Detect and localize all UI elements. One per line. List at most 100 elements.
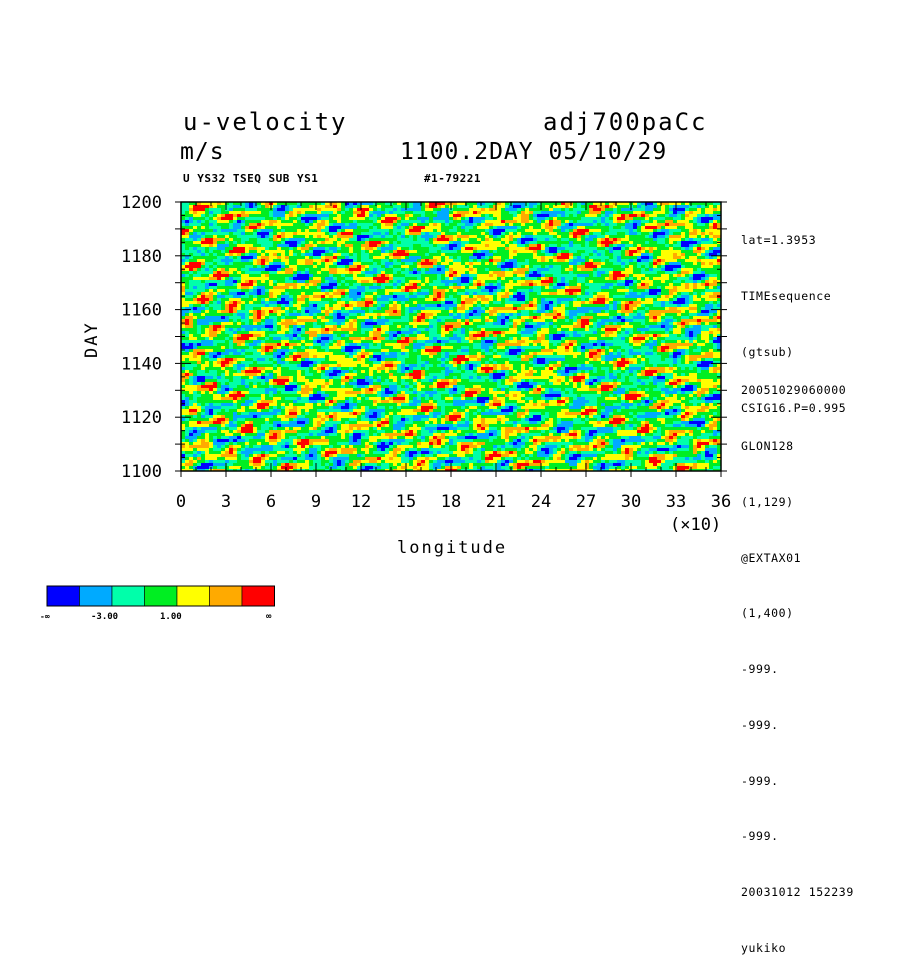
heatmap-cell (609, 301, 613, 304)
heatmap-cell (501, 268, 505, 271)
heatmap-cell (237, 262, 241, 265)
heatmap-cell (441, 298, 445, 301)
heatmap-cell (225, 304, 229, 307)
heatmap-cell (309, 235, 313, 238)
heatmap-cell (697, 220, 701, 223)
heatmap-cell (525, 295, 529, 298)
heatmap-cell (341, 274, 345, 277)
heatmap-cell (345, 202, 349, 205)
heatmap-cell (445, 253, 449, 256)
heatmap-cell (705, 223, 709, 226)
heatmap-cell (233, 280, 237, 283)
heatmap-cell (469, 301, 473, 304)
heatmap-cell (533, 286, 537, 289)
heatmap-cell (297, 265, 301, 268)
heatmap-cell (485, 304, 489, 307)
heatmap-cell (413, 295, 417, 298)
heatmap-cell (545, 298, 549, 301)
heatmap-cell (421, 226, 425, 229)
heatmap-cell (241, 277, 245, 280)
heatmap-cell (281, 247, 285, 250)
heatmap-cell (329, 265, 333, 268)
heatmap-cell (641, 298, 645, 301)
heatmap-cell (385, 268, 389, 271)
heatmap-cell (201, 202, 205, 205)
heatmap-cell (641, 259, 645, 262)
heatmap-cell (277, 226, 281, 229)
heatmap-cell (561, 277, 565, 280)
heatmap-cell (533, 226, 537, 229)
heatmap-cell (677, 271, 681, 274)
heatmap-cell (513, 256, 517, 259)
heatmap-cell (609, 265, 613, 268)
heatmap-cell (573, 262, 577, 265)
heatmap-cell (413, 214, 417, 217)
heatmap-cell (457, 208, 461, 211)
heatmap-cell (589, 232, 593, 235)
heatmap-cell (249, 283, 253, 286)
heatmap-cell (509, 220, 513, 223)
heatmap-cell (625, 283, 629, 286)
heatmap-cell (557, 286, 561, 289)
heatmap-cell (293, 235, 297, 238)
heatmap-cell (697, 211, 701, 214)
heatmap-cell (309, 280, 313, 283)
heatmap-cell (585, 217, 589, 220)
heatmap-cell (505, 202, 509, 205)
heatmap-cell (233, 274, 237, 277)
heatmap-cell (273, 265, 277, 268)
heatmap-cell (481, 235, 485, 238)
heatmap-cell (521, 220, 525, 223)
heatmap-cell (261, 247, 265, 250)
heatmap-cell (417, 274, 421, 277)
heatmap-cell (625, 271, 629, 274)
heatmap-cell (493, 226, 497, 229)
heatmap-cell (401, 208, 405, 211)
heatmap-cell (577, 277, 581, 280)
heatmap-cell (245, 304, 249, 307)
heatmap-cell (389, 214, 393, 217)
heatmap-cell (537, 247, 541, 250)
heatmap-cell (321, 268, 325, 271)
heatmap-cell (665, 208, 669, 211)
heatmap-cell (297, 211, 301, 214)
heatmap-cell (261, 217, 265, 220)
heatmap-cell (261, 244, 265, 247)
heatmap-cell (705, 304, 709, 307)
heatmap-cell (273, 244, 277, 247)
heatmap-cell (669, 226, 673, 229)
heatmap-cell (645, 229, 649, 232)
heatmap-cell (305, 244, 309, 247)
heatmap-cell (361, 304, 365, 307)
heatmap-cell (261, 220, 265, 223)
heatmap-cell (601, 304, 605, 307)
heatmap-cell (233, 208, 237, 211)
heatmap-cell (537, 259, 541, 262)
heatmap-cell (677, 253, 681, 256)
heatmap-cell (357, 247, 361, 250)
heatmap-cell (269, 307, 273, 310)
heatmap-cell (481, 289, 485, 292)
heatmap-cell (629, 268, 633, 271)
heatmap-cell (253, 307, 257, 310)
heatmap-cell (325, 244, 329, 247)
heatmap-cell (597, 310, 601, 313)
heatmap-cell (657, 223, 661, 226)
heatmap-cell (585, 223, 589, 226)
heatmap-cell (241, 247, 245, 250)
heatmap-cell (193, 241, 197, 244)
heatmap-cell (513, 280, 517, 283)
heatmap-cell (481, 214, 485, 217)
heatmap-cell (373, 289, 377, 292)
heatmap-cell (269, 250, 273, 253)
heatmap-cell (413, 262, 417, 265)
heatmap-cell (645, 262, 649, 265)
heatmap-cell (569, 229, 573, 232)
heatmap-cell (557, 292, 561, 295)
heatmap-cell (417, 253, 421, 256)
heatmap-cell (533, 289, 537, 292)
heatmap-cell (349, 262, 353, 265)
heatmap-cell (441, 214, 445, 217)
heatmap-cell (393, 298, 397, 301)
heatmap-cell (381, 250, 385, 253)
